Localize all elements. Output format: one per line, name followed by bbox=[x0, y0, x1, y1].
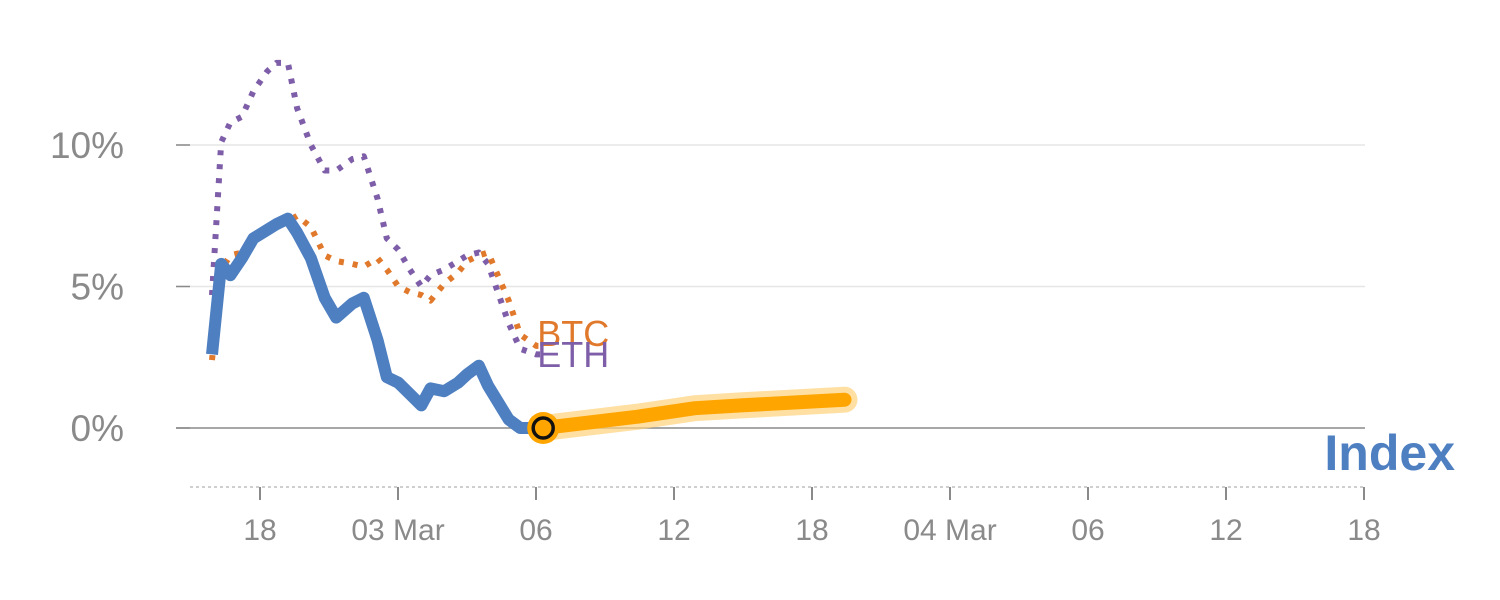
series-labels: BTC ETH Index bbox=[537, 313, 1455, 481]
x-tick-label-8: 18 bbox=[1347, 514, 1380, 547]
y-tick-label-1: 5% bbox=[71, 267, 124, 308]
series bbox=[206, 59, 858, 444]
series-line-projection bbox=[536, 392, 852, 435]
x-tick-label-7: 12 bbox=[1209, 514, 1242, 547]
x-tick-label-4: 18 bbox=[795, 514, 828, 547]
x-tick-label-3: 12 bbox=[657, 514, 690, 547]
series-line-index bbox=[206, 212, 544, 434]
series-line-eth bbox=[209, 59, 544, 358]
y-tick-label-0: 0% bbox=[71, 408, 124, 449]
series-label-index: Index bbox=[1324, 425, 1455, 481]
x-tick-label-0: 18 bbox=[243, 514, 276, 547]
x-tick-label-5: 04 Mar bbox=[903, 514, 996, 547]
y-tick-label-2: 10% bbox=[50, 125, 124, 166]
axes: 0% 5% 10% 18 03 Mar 06 12 18 04 Mar 06 12 18 bbox=[50, 125, 1381, 547]
marker-point bbox=[531, 416, 555, 440]
series-label-eth: ETH bbox=[537, 334, 609, 375]
x-tick-label-6: 06 bbox=[1071, 514, 1104, 547]
x-tick-label-2: 06 bbox=[519, 514, 552, 547]
series-label-btc: BTC bbox=[537, 313, 609, 354]
series-line-btc bbox=[209, 212, 544, 361]
grid bbox=[176, 144, 1365, 429]
x-tick-label-1: 03 Mar bbox=[351, 514, 444, 547]
